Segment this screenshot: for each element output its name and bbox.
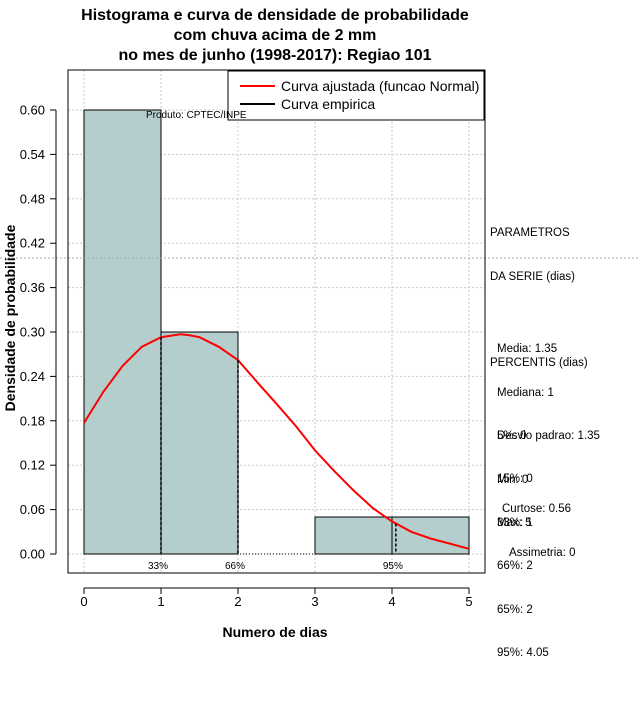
x-tick-label-2: 2 — [234, 594, 241, 609]
x-tick-label-1: 1 — [157, 594, 164, 609]
param-media: Media: 1.35 — [497, 343, 558, 355]
x-tick-label-3: 3 — [311, 594, 318, 609]
y-tick-label-6: 0.36 — [20, 280, 45, 295]
percentis-title: PERCENTIS (dias) — [490, 357, 588, 369]
percentile-markers: 33% 66% 95% — [148, 337, 403, 572]
percentil-5: 5%: 0 — [497, 429, 527, 442]
curtose-value: Curtose: 0.56 — [502, 503, 572, 515]
histogram-bars — [83, 109, 470, 555]
legend-normal-label: Curva ajustada (funcao Normal) — [281, 78, 479, 94]
percentis-block: PERCENTIS (dias) 5%: 0 15%: 0 33%: 1 66%… — [490, 327, 588, 704]
y-tick-label-7: 0.42 — [20, 236, 45, 251]
histogram-bar-4 — [391, 516, 470, 555]
x-axis-label: Numero de dias — [222, 624, 328, 640]
legend: Curva ajustada (funcao Normal) Curva emp… — [227, 70, 485, 121]
plot-frame — [67, 69, 486, 574]
percentile-label-0: 33% — [148, 561, 168, 572]
param-mediana: Mediana: 1 — [497, 386, 554, 399]
param-desvio: Desvio padrao: 1.35 — [497, 430, 600, 442]
y-tick-label-10: 0.60 — [20, 103, 45, 118]
curves — [83, 333, 470, 550]
y-tick-label-1: 0.06 — [20, 502, 45, 517]
histogram-bar-1 — [160, 331, 239, 555]
param-min: Min: 0 — [497, 473, 529, 486]
percentil-15: 15%: 0 — [497, 473, 533, 485]
percentil-66: 66%: 2 — [497, 560, 533, 572]
histogram-bar-0 — [83, 109, 162, 555]
params-block: PARAMETROS DA SERIE (dias) Media: 1.35 M… — [490, 197, 600, 574]
assimetria-value: Assimetria: 0 — [509, 546, 576, 559]
params-title-1: PARAMETROS — [490, 227, 570, 239]
y-tick-label-2: 0.12 — [20, 458, 45, 473]
x-tick-label-4: 4 — [388, 594, 395, 609]
chart-title-line-1: Histograma e curva de densidade de proba… — [81, 7, 469, 24]
histogram-bar-3 — [314, 516, 393, 555]
producer-label: Produto: CPTEC/INPE — [146, 110, 247, 121]
legend-box — [227, 70, 485, 121]
axes: 0 1 2 3 4 5 0.00 0.06 0.12 0.18 0.24 0.30 0.36 0.42 0.… — [20, 103, 473, 610]
y-tick-label-4: 0.24 — [20, 369, 45, 384]
percentil-33: 33%: 1 — [497, 516, 533, 529]
percentil-65: 65%: 2 — [497, 603, 533, 616]
chart-title-line-3: no mes de junho (1998-2017): Regiao 101 — [118, 47, 432, 64]
percentile-label-2: 95% — [383, 561, 403, 572]
chart-title-line-2: com chuva acima de 2 mm — [173, 27, 377, 44]
percentile-label-1: 66% — [225, 561, 245, 572]
legend-empirical-label: Curva empirica — [281, 96, 375, 112]
percentil-95: 95%: 4.05 — [497, 647, 549, 659]
normal-curve — [83, 333, 470, 550]
y-axis-label: Densidade de probabilidade — [2, 224, 18, 412]
y-tick-label-9: 0.54 — [20, 147, 45, 162]
y-tick-label-3: 0.18 — [20, 413, 45, 428]
x-tick-label-5: 5 — [465, 594, 472, 609]
shape-stats-block: Curtose: 0.56 Assimetria: 0 — [502, 473, 575, 575]
y-tick-label-5: 0.30 — [20, 325, 45, 340]
y-tick-label-8: 0.48 — [20, 191, 45, 206]
params-title-2: DA SERIE (dias) — [490, 270, 575, 283]
y-tick-label-0: 0.00 — [20, 547, 45, 562]
param-max: Max: 5 — [497, 517, 532, 529]
histogram-chart: 33% 66% 95% 0 1 2 3 4 5 0.00 0.06 0.12 0.18 0.24 0.30… — [0, 69, 640, 610]
x-tick-label-0: 0 — [80, 594, 87, 609]
